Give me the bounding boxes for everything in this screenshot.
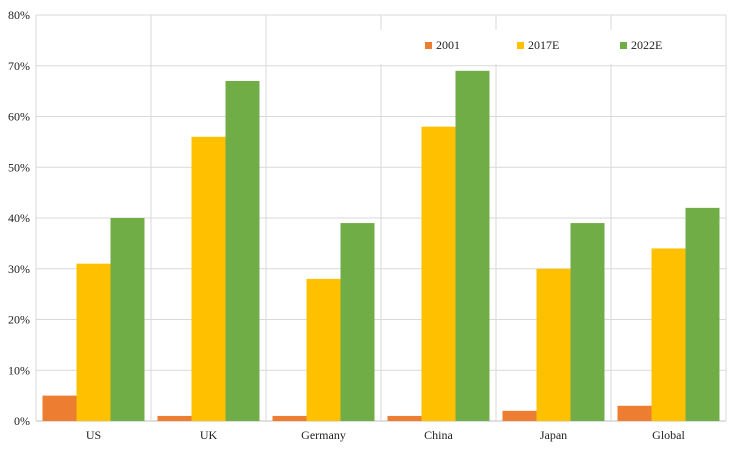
bar-2001-japan <box>502 410 537 421</box>
bar-2022e-us <box>110 218 145 421</box>
x-category-label: Japan <box>540 428 567 442</box>
bar-2001-germany <box>272 415 307 421</box>
y-tick-label: 20% <box>8 313 30 327</box>
y-tick-label: 30% <box>8 262 30 276</box>
bar-2017e-global <box>651 248 686 421</box>
legend: 2001 2017E 2022E <box>368 30 723 64</box>
bars <box>42 70 720 422</box>
legend-label: 2001 <box>436 38 460 52</box>
y-tick-label: 10% <box>8 363 30 377</box>
legend-label: 2017E <box>528 38 559 52</box>
bar-2001-us <box>42 395 77 421</box>
y-tick-label: 80% <box>8 8 30 22</box>
bar-2022e-uk <box>225 80 260 421</box>
y-tick-label: 70% <box>8 59 30 73</box>
bar-2001-uk <box>157 415 192 421</box>
x-axis-category-labels: US UK Germany China Japan Global <box>86 428 686 442</box>
gridlines <box>35 14 727 422</box>
bar-2017e-japan <box>536 268 571 421</box>
y-tick-label: 60% <box>8 110 30 124</box>
bar-2022e-china <box>455 70 490 421</box>
x-category-label: US <box>86 428 101 442</box>
bar-2022e-germany <box>340 223 375 421</box>
bar-2001-china <box>387 415 422 421</box>
y-tick-label: 0% <box>14 414 30 428</box>
bar-2001-global <box>617 405 652 421</box>
bar-2022e-japan <box>570 223 605 421</box>
x-category-label: Global <box>652 428 685 442</box>
x-category-label: UK <box>200 428 218 442</box>
x-category-label: China <box>424 428 453 442</box>
legend-swatch <box>425 42 432 49</box>
bar-2017e-uk <box>191 136 226 422</box>
legend-swatch <box>517 42 524 49</box>
legend-label: 2022E <box>631 38 662 52</box>
bar-2017e-china <box>421 126 456 422</box>
bar-2022e-global <box>685 207 720 421</box>
legend-swatch <box>620 42 627 49</box>
bar-2017e-us <box>76 263 111 421</box>
y-axis-tick-labels: 0% 10% 20% 30% 40% 50% 60% 70% 80% <box>8 8 30 428</box>
y-tick-label: 50% <box>8 160 30 174</box>
bar-2017e-germany <box>306 278 341 421</box>
x-category-label: Germany <box>301 428 346 442</box>
y-tick-label: 40% <box>8 211 30 225</box>
